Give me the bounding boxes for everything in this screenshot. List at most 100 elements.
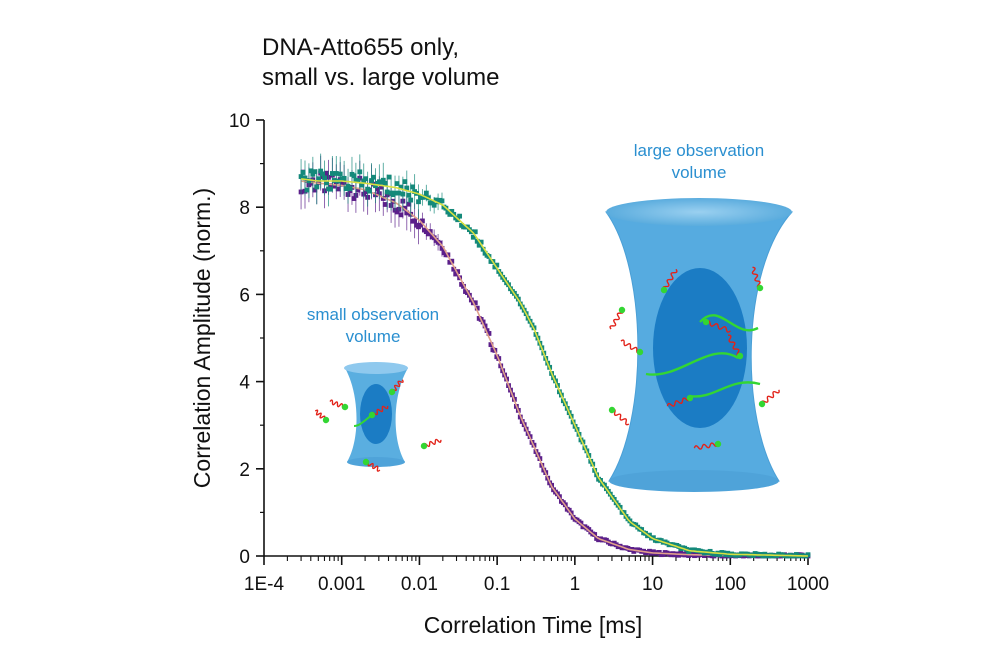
dna-molecule-icon	[660, 268, 678, 294]
x-tick-label: 0.01	[401, 574, 438, 595]
x-tick-label: 0.001	[318, 574, 366, 595]
data-point	[382, 180, 388, 186]
dye-dot	[608, 406, 616, 414]
dna-molecule-icon	[609, 306, 626, 330]
dna-strand	[611, 408, 630, 426]
small-volume-molecules	[314, 379, 442, 472]
plot-area	[298, 153, 811, 559]
data-point	[394, 209, 400, 215]
data-point	[398, 212, 404, 218]
data-point	[351, 196, 357, 201]
data-point	[298, 174, 304, 179]
data-point	[363, 176, 369, 182]
data-point	[300, 170, 306, 175]
data-point	[367, 188, 372, 194]
dna-molecule-icon	[608, 406, 630, 426]
dye-dot	[636, 348, 644, 356]
x-tick-label: 100	[714, 574, 746, 595]
data-point	[482, 323, 488, 329]
annotation-large-volume-line2: volume	[672, 163, 727, 182]
data-point	[429, 200, 435, 206]
data-point	[455, 217, 461, 223]
small-volume-top-rim	[344, 362, 408, 374]
dna-molecule-icon	[388, 379, 404, 396]
annotation-small-volume-line2: volume	[346, 327, 401, 346]
dna-strand	[390, 379, 404, 393]
data-point	[420, 218, 425, 224]
data-point	[474, 305, 480, 311]
series-large-volume	[298, 153, 811, 559]
large-volume-molecules	[608, 266, 780, 450]
data-point	[318, 168, 324, 174]
dye-dot	[702, 318, 710, 326]
data-point	[375, 186, 380, 192]
data-point	[355, 178, 361, 184]
annotation-small-volume-line1: small observation	[307, 305, 439, 324]
data-point	[333, 171, 339, 176]
data-point	[312, 187, 318, 193]
x-tick-label: 10	[642, 574, 663, 595]
data-point	[416, 199, 421, 205]
data-point	[472, 229, 478, 235]
y-tick-label: 2	[239, 460, 250, 481]
dye-dot	[388, 388, 396, 396]
data-point	[310, 171, 316, 177]
dna-strand	[751, 266, 761, 289]
data-point	[488, 342, 494, 348]
data-point	[351, 173, 357, 179]
data-point	[586, 527, 592, 532]
dna-strand	[705, 320, 731, 333]
data-point	[410, 184, 416, 190]
y-tick-label: 8	[239, 198, 250, 219]
data-point	[355, 187, 361, 193]
data-point	[341, 175, 347, 181]
dye-dot	[618, 306, 626, 314]
trajectory-arrow	[353, 414, 373, 427]
x-tick-label: 1E-4	[244, 574, 285, 595]
small-volume-bottom-rim	[347, 457, 405, 467]
dna-molecule-icon	[314, 409, 330, 424]
dye-dot	[758, 400, 766, 408]
data-point	[423, 190, 429, 196]
data-point	[371, 174, 376, 180]
data-point	[453, 271, 459, 277]
data-point	[328, 183, 333, 189]
dye-dot	[420, 442, 428, 450]
data-point	[382, 202, 388, 207]
y-tick-label: 4	[239, 373, 250, 394]
dna-strand	[761, 389, 780, 405]
data-point	[406, 192, 412, 198]
dye-dot	[362, 458, 370, 466]
x-tick-label: 0.1	[484, 574, 510, 595]
y-tick-label: 10	[229, 111, 250, 132]
data-point	[412, 218, 417, 224]
dye-dot	[660, 286, 668, 294]
dna-molecule-icon	[420, 438, 442, 450]
data-point	[308, 180, 314, 186]
data-point	[402, 205, 408, 211]
data-point	[470, 234, 476, 240]
data-point	[384, 189, 390, 195]
data-point	[647, 532, 652, 538]
data-point	[447, 212, 453, 217]
data-point	[316, 176, 322, 182]
trajectory-arrow	[689, 381, 761, 398]
data-point	[476, 242, 482, 248]
dna-molecule-icon	[362, 458, 381, 472]
data-point	[431, 202, 437, 208]
dye-dot	[736, 352, 744, 360]
annotation-large-volume-line1: large observation	[634, 141, 764, 160]
data-point	[378, 184, 384, 190]
x-tick-label: 1	[570, 574, 581, 595]
dna-molecule-icon	[751, 266, 764, 292]
dna-strand	[693, 442, 719, 450]
dye-dot	[322, 416, 330, 424]
y-axis-label: Correlation Amplitude (norm.)	[189, 188, 215, 488]
data-point	[359, 182, 365, 188]
data-point	[320, 171, 326, 177]
data-point	[404, 210, 410, 216]
data-point	[449, 258, 455, 264]
data-point	[406, 201, 412, 207]
